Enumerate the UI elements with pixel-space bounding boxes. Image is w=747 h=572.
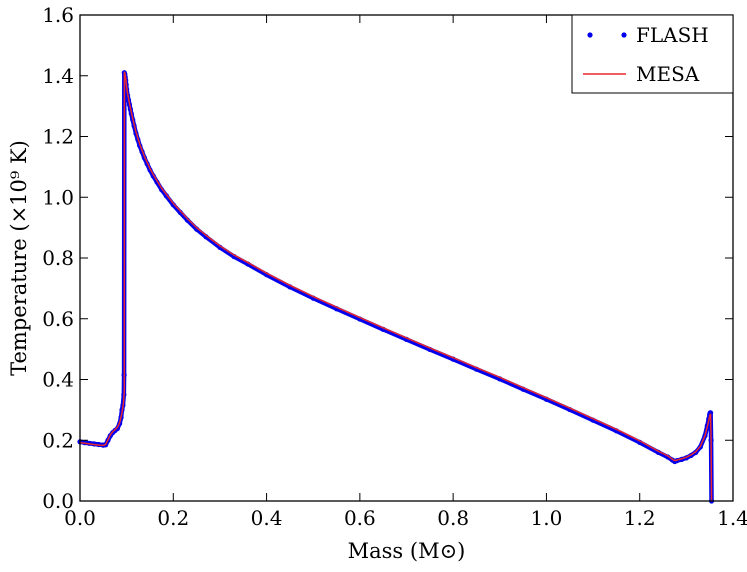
y-tick-label: 1.6 (42, 3, 74, 27)
legend-flash-marker (587, 32, 627, 38)
legend-box (571, 14, 734, 94)
legend: FLASH MESA (571, 14, 734, 94)
y-axis-label: Temperature (×10⁹ K) (7, 140, 31, 376)
legend-mesa-label: MESA (636, 62, 700, 86)
x-tick-label: 0.2 (157, 506, 189, 530)
legend-flash-dot (621, 32, 627, 38)
x-tick-label: 1.4 (717, 506, 747, 530)
x-tick-label: 0.0 (64, 506, 96, 530)
x-axis-label: Mass (M⊙) (348, 539, 466, 563)
y-tick-label: 1.4 (42, 64, 74, 88)
y-tick-label: 0.4 (42, 368, 74, 392)
x-tick-label: 0.4 (251, 506, 283, 530)
series-layer (77, 70, 715, 504)
flash-point (177, 209, 183, 216)
y-tick-label: 0.8 (42, 246, 74, 270)
flash-point (114, 426, 120, 432)
flash-point (184, 217, 190, 223)
x-tick-label: 0.6 (344, 506, 376, 530)
flash-point (708, 410, 714, 416)
y-tick-label: 0.2 (42, 428, 74, 452)
y-tick-label: 1.2 (42, 125, 74, 149)
y-tick-label: 1.0 (42, 185, 74, 209)
x-tick-label: 0.8 (437, 506, 469, 530)
x-tick-label: 1.0 (531, 506, 563, 530)
x-tick-label: 1.2 (624, 506, 656, 530)
legend-flash-label: FLASH (636, 23, 709, 47)
flash-point (170, 202, 176, 208)
mesa-series-line (79, 71, 713, 502)
y-tick-label: 0.0 (42, 489, 74, 513)
y-tick-label: 0.6 (42, 307, 74, 331)
legend-flash-dot (587, 32, 593, 38)
ticks-layer: 0.0 0.2 0.4 0.6 0.8 1.0 1.2 1.4 0.0 0.2 0.4 0.6 0.8 1… (42, 3, 747, 530)
